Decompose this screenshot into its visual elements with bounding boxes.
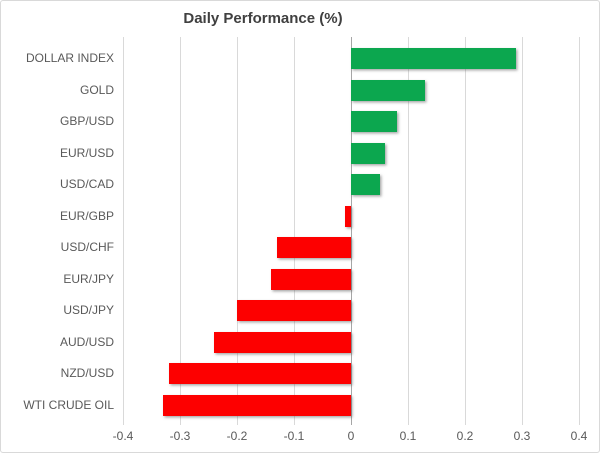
x-tick-label: -0.3 [169,429,191,443]
gridline [522,37,523,425]
x-tick-label: 0 [347,429,355,443]
gridline [123,37,124,425]
bar-usd-jpy [237,300,351,322]
x-tick-label: 0.2 [456,429,474,443]
bar-wti-crude-oil [162,394,351,416]
gridline [579,37,580,425]
bar-aud-usd [214,331,351,353]
bar-gold [351,79,426,101]
bar-eur-gbp [345,205,351,227]
chart-title: Daily Performance (%) [183,10,343,27]
gridline [237,37,238,425]
gridline [294,37,295,425]
category-label: NZD/USD [60,366,114,380]
category-label: EUR/USD [59,145,114,160]
category-label: USD/JPY [63,303,114,317]
x-tick-label: -0.1 [283,429,305,443]
category-label: EUR/GBP [59,208,114,223]
x-tick-label: 0.4 [570,429,588,443]
x-tick-label: 0.1 [399,429,417,443]
x-tick-label: -0.2 [226,429,248,443]
category-label: DOLLAR INDEX [25,51,114,65]
category-label: USD/CAD [59,177,114,191]
category-label: USD/CHF [60,240,114,254]
category-label: EUR/JPY [63,271,114,286]
bar-dollar-index [351,48,517,70]
category-label: GOLD [79,82,114,97]
gridline [180,37,181,425]
gridline [465,37,466,425]
x-tick-label: -0.4 [112,429,134,443]
zero-axis-line [351,37,352,425]
category-label: GBP/USD [59,114,114,128]
bar-gbp-usd [351,111,397,133]
bar-eur-usd [351,142,386,164]
bar-usd-cad [351,174,380,196]
gridline [408,37,409,425]
category-label: WTI CRUDE OIL [23,397,114,412]
bar-eur-jpy [271,268,351,290]
bar-usd-chf [276,237,351,259]
bar-nzd-usd [168,363,351,385]
category-label: AUD/USD [59,334,114,349]
x-tick-label: 0.3 [513,429,531,443]
